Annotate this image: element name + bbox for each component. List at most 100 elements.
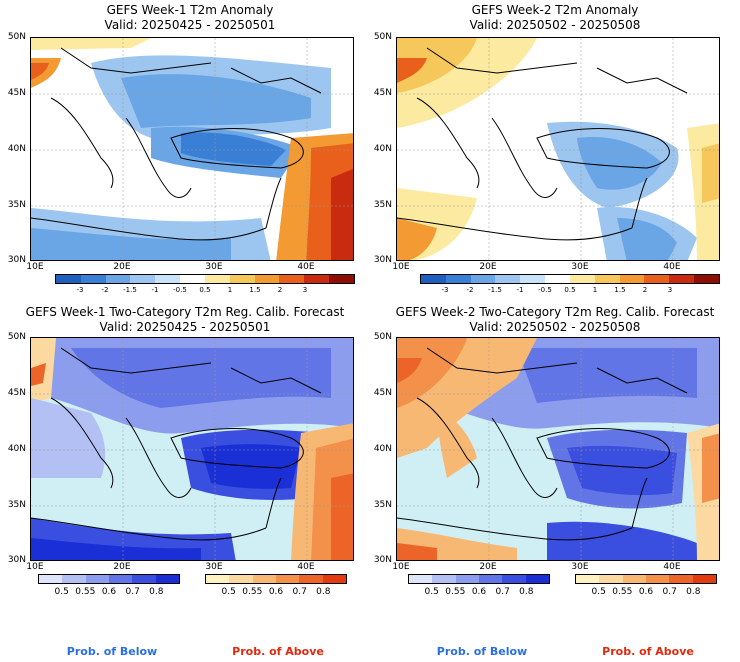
lon-label: 30E [205,562,223,572]
colorbar-tick-label: -3 [441,286,449,294]
map-week1-prob-canvas [31,338,353,560]
lat-label: 45N [7,88,26,98]
colorbar-tick-label: -1 [151,286,159,294]
prob-below-label-left: Prob. of Below [66,645,158,658]
colorbar-tick-label: 0.8 [686,587,701,597]
colorbar-tick-label: 0.55 [242,587,263,597]
lon-label: 10E [26,262,44,272]
colorbar-tick-label: 0.5 [424,587,439,597]
prob-above-colorbar-right [575,574,717,584]
colorbar-swatch [329,275,354,283]
lon-label: 20E [113,562,131,572]
colorbar-tick-label: 0.7 [125,587,140,597]
colorbar-tick-label: 0.8 [149,587,164,597]
colorbar-swatch [645,575,670,583]
colorbar-swatch [545,275,570,283]
colorbar-swatch [569,275,595,283]
colorbar-swatch [644,275,670,283]
panel-valid-week1-anomaly: Valid: 20250425 - 20250501 [104,18,276,32]
colorbar-swatch [694,275,719,283]
lon-label: 40E [663,562,681,572]
colorbar-tick-label: 0.5 [199,286,211,294]
colorbar-tick-label: 1 [592,286,598,294]
colorbar-swatch [56,275,81,283]
lat-label: 30N [7,255,26,265]
colorbar-swatch [692,575,716,583]
map-week2-prob [396,337,720,561]
colorbar-swatch [594,275,620,283]
lat-label: 50N [7,332,26,342]
colorbar-tick-label: 1.5 [249,286,261,294]
map-week1-anomaly [30,37,354,261]
colorbar-tick-label: 0.55 [75,587,96,597]
colorbar-swatch [39,575,63,583]
lon-label: 40E [297,562,315,572]
lat-label: 35N [373,500,392,510]
lon-label: 10E [392,562,410,572]
map-week2-anomaly [396,37,720,261]
lat-label: 30N [7,555,26,565]
lon-label: 30E [571,262,589,272]
panel-title-week1-prob: GEFS Week-1 Two-Category T2m Reg. Calib.… [25,305,345,319]
colorbar-tick-label: 3 [667,286,673,294]
colorbar-tick-label: 3 [302,286,308,294]
colorbar-tick-label: 2 [277,286,283,294]
colorbar-swatch [204,275,230,283]
colorbar-swatch [279,275,305,283]
colorbar-tick-label: -1 [516,286,524,294]
lat-label: 45N [373,388,392,398]
lon-label: 20E [479,262,497,272]
colorbar-tick-label: 0.55 [612,587,633,597]
panel-valid-week2-prob: Valid: 20250502 - 20250508 [469,320,641,334]
anomaly-colorbar-left [55,274,355,284]
colorbar-swatch [252,575,276,583]
anomaly-colorbar-right [420,274,720,284]
colorbar-swatch [304,275,330,283]
map-week2-prob-canvas [397,338,719,560]
panel-title-week2-anomaly: GEFS Week-2 T2m Anomaly [471,3,639,17]
lon-label: 30E [205,262,223,272]
colorbar-swatch [155,275,181,283]
colorbar-swatch [445,275,471,283]
colorbar-tick-label: 0.55 [445,587,466,597]
colorbar-swatch [322,575,346,583]
lon-label: 40E [663,262,681,272]
colorbar-swatch [495,275,521,283]
colorbar-swatch [520,275,546,283]
colorbar-swatch [85,575,109,583]
map-week1-anomaly-canvas [31,38,353,260]
panel-title-week2-prob: GEFS Week-2 Two-Category T2m Reg. Calib.… [395,305,715,319]
colorbar-tick-label: 0.7 [495,587,510,597]
colorbar-tick-label: 0.6 [268,587,284,597]
colorbar-tick-label: -2 [466,286,474,294]
colorbar-swatch [130,275,156,283]
colorbar-tick-label: 0.8 [316,587,331,597]
colorbar-tick-label: 0.6 [471,587,487,597]
lat-label: 40N [7,144,26,154]
colorbar-tick-label: -0.5 [538,286,552,294]
colorbar-swatch [599,575,623,583]
lat-label: 50N [7,32,26,42]
lon-label: 30E [571,562,589,572]
colorbar-swatch [478,575,503,583]
lat-label: 40N [7,444,26,454]
colorbar-tick-label: -1.5 [123,286,137,294]
colorbar-swatch [180,275,205,283]
lat-label: 40N [373,144,392,154]
colorbar-tick-label: 0.5 [221,587,236,597]
prob-above-label-right: Prob. of Above [602,645,694,658]
lon-label: 20E [479,562,497,572]
colorbar-swatch [432,575,456,583]
colorbar-swatch [80,275,106,283]
colorbar-tick-label: 0.5 [591,587,606,597]
lon-label: 40E [297,262,315,272]
colorbar-swatch [669,575,693,583]
colorbar-swatch [470,275,496,283]
colorbar-swatch [254,275,280,283]
colorbar-swatch [132,575,156,583]
lon-label: 20E [113,262,131,272]
colorbar-swatch [525,575,549,583]
lon-label: 10E [392,262,410,272]
colorbar-swatch [62,575,86,583]
map-week2-anomaly-canvas [397,38,719,260]
